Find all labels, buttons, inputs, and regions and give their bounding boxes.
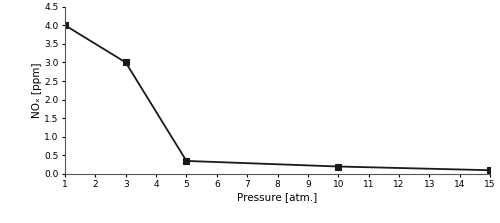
Y-axis label: NOₓ [ppm]: NOₓ [ppm]	[32, 63, 42, 118]
X-axis label: Pressure [atm.]: Pressure [atm.]	[238, 192, 318, 202]
